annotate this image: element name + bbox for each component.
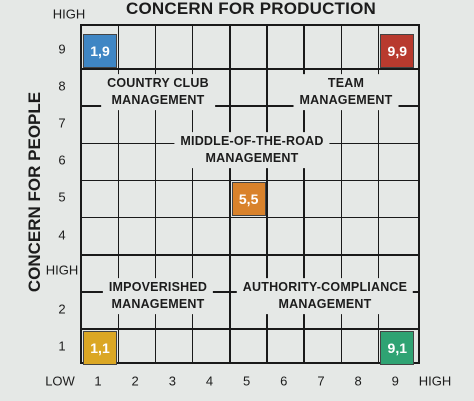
x-axis-high-label: HIGH (418, 373, 452, 389)
region-country-club-line1: COUNTRY CLUB (107, 76, 209, 91)
managerial-grid: 1,9 9,9 5,5 1,1 9,1 COUNTRY CLUB MANAGEMENT … (80, 24, 420, 365)
y-tick-high-label: HIGH (45, 262, 79, 278)
chart-title: CONCERN FOR PRODUCTION (126, 0, 376, 18)
y-tick-label: 4 (58, 227, 66, 243)
y-tick-label: 6 (58, 152, 66, 168)
x-tick-label: 7 (317, 373, 325, 389)
x-tick-label: 6 (280, 373, 288, 389)
grid-point-9-1: 9,1 (380, 331, 415, 365)
region-middle-of-the-road: MIDDLE-OF-THE-ROAD MANAGEMENT (174, 132, 330, 168)
grid-point-1-9: 1,9 (83, 33, 117, 68)
grid-horizontal-line (82, 328, 418, 330)
x-tick-label: 1 (94, 373, 102, 389)
y-tick-label: 7 (58, 115, 66, 131)
x-tick-label: 9 (391, 373, 399, 389)
grid-horizontal-line (82, 179, 418, 182)
grid-vertical-line (377, 26, 380, 362)
grid-point-5-5: 5,5 (231, 182, 266, 217)
y-tick-label: 8 (58, 78, 66, 94)
grid-vertical-line (117, 26, 120, 362)
region-authority-compliance: AUTHORITY-COMPLIANCE MANAGEMENT (236, 278, 414, 314)
region-country-club: COUNTRY CLUB MANAGEMENT (101, 74, 215, 110)
grid-point-9-9: 9,9 (380, 33, 415, 68)
x-tick-label: 4 (205, 373, 214, 389)
region-impoverished: IMPOVERISHED MANAGEMENT (102, 278, 214, 314)
x-tick-label: 5 (243, 373, 251, 389)
y-tick-label: 5 (58, 189, 66, 205)
y-tick-label: 9 (58, 41, 66, 57)
y-axis-label: CONCERN FOR PEOPLE (25, 91, 44, 293)
region-authority-line1: AUTHORITY-COMPLIANCE (242, 280, 408, 295)
region-impoverished-line2: MANAGEMENT (111, 297, 205, 311)
grid-vertical-line (340, 26, 343, 362)
grid-horizontal-line (82, 216, 418, 219)
x-tick-label: 3 (168, 373, 176, 389)
x-tick-label: 8 (354, 373, 362, 389)
grid-horizontal-line (82, 105, 418, 107)
x-tick-label: 2 (131, 373, 139, 389)
grid-horizontal-line (82, 254, 418, 256)
region-impoverished-line1: IMPOVERISHED (108, 280, 208, 295)
grid-point-1-1: 1,1 (83, 331, 117, 365)
grid-horizontal-line (82, 68, 418, 70)
grid-vertical-line (229, 26, 231, 362)
region-team-line2: MANAGEMENT (299, 93, 393, 107)
grid-vertical-line (303, 26, 305, 362)
region-middle-line2: MANAGEMENT (205, 151, 299, 165)
region-team: TEAM MANAGEMENT (293, 74, 399, 110)
region-middle-line1: MIDDLE-OF-THE-ROAD (180, 134, 324, 149)
x-axis-low-label: LOW (45, 373, 75, 389)
region-authority-line2: MANAGEMENT (278, 297, 372, 311)
region-country-club-line2: MANAGEMENT (111, 93, 205, 107)
grid-vertical-line (191, 26, 194, 362)
grid-vertical-line (266, 26, 268, 362)
grid-vertical-line (154, 26, 157, 362)
y-tick-label: 2 (58, 301, 66, 317)
y-tick-label: 1 (58, 338, 66, 354)
y-axis-high-label: HIGH (52, 6, 86, 22)
region-team-line1: TEAM (327, 76, 365, 91)
